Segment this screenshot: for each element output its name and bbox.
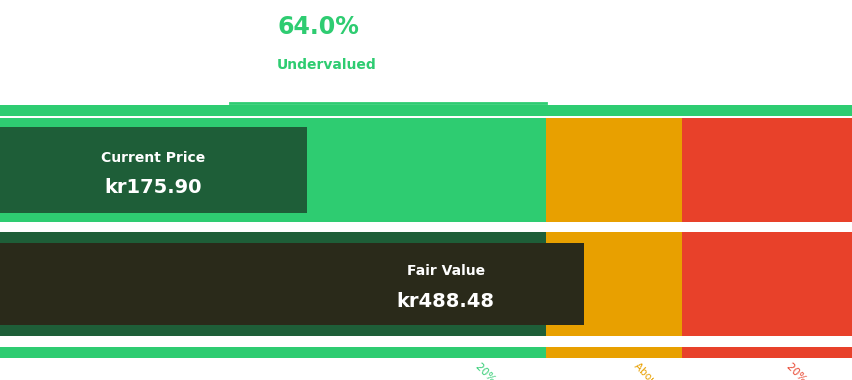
Bar [0,118,545,222]
Text: 20% Overvalued: 20% Overvalued [784,361,852,380]
Bar [0,347,545,358]
Bar [0,105,852,116]
Bar [0,243,584,325]
Bar [545,232,682,336]
Text: Undervalued: Undervalued [277,58,377,71]
Bar [545,118,682,222]
Bar [682,347,852,358]
Bar [0,127,307,213]
Bar [682,118,852,222]
Text: 20% Undervalued: 20% Undervalued [473,361,545,380]
Text: kr175.90: kr175.90 [105,178,202,197]
Text: Fair Value: Fair Value [406,264,484,278]
Text: kr488.48: kr488.48 [396,293,494,312]
Text: 64.0%: 64.0% [277,14,359,39]
Text: Current Price: Current Price [101,151,205,165]
Bar [545,347,682,358]
Bar [0,232,545,336]
Text: About Right: About Right [631,361,682,380]
Bar [682,232,852,336]
